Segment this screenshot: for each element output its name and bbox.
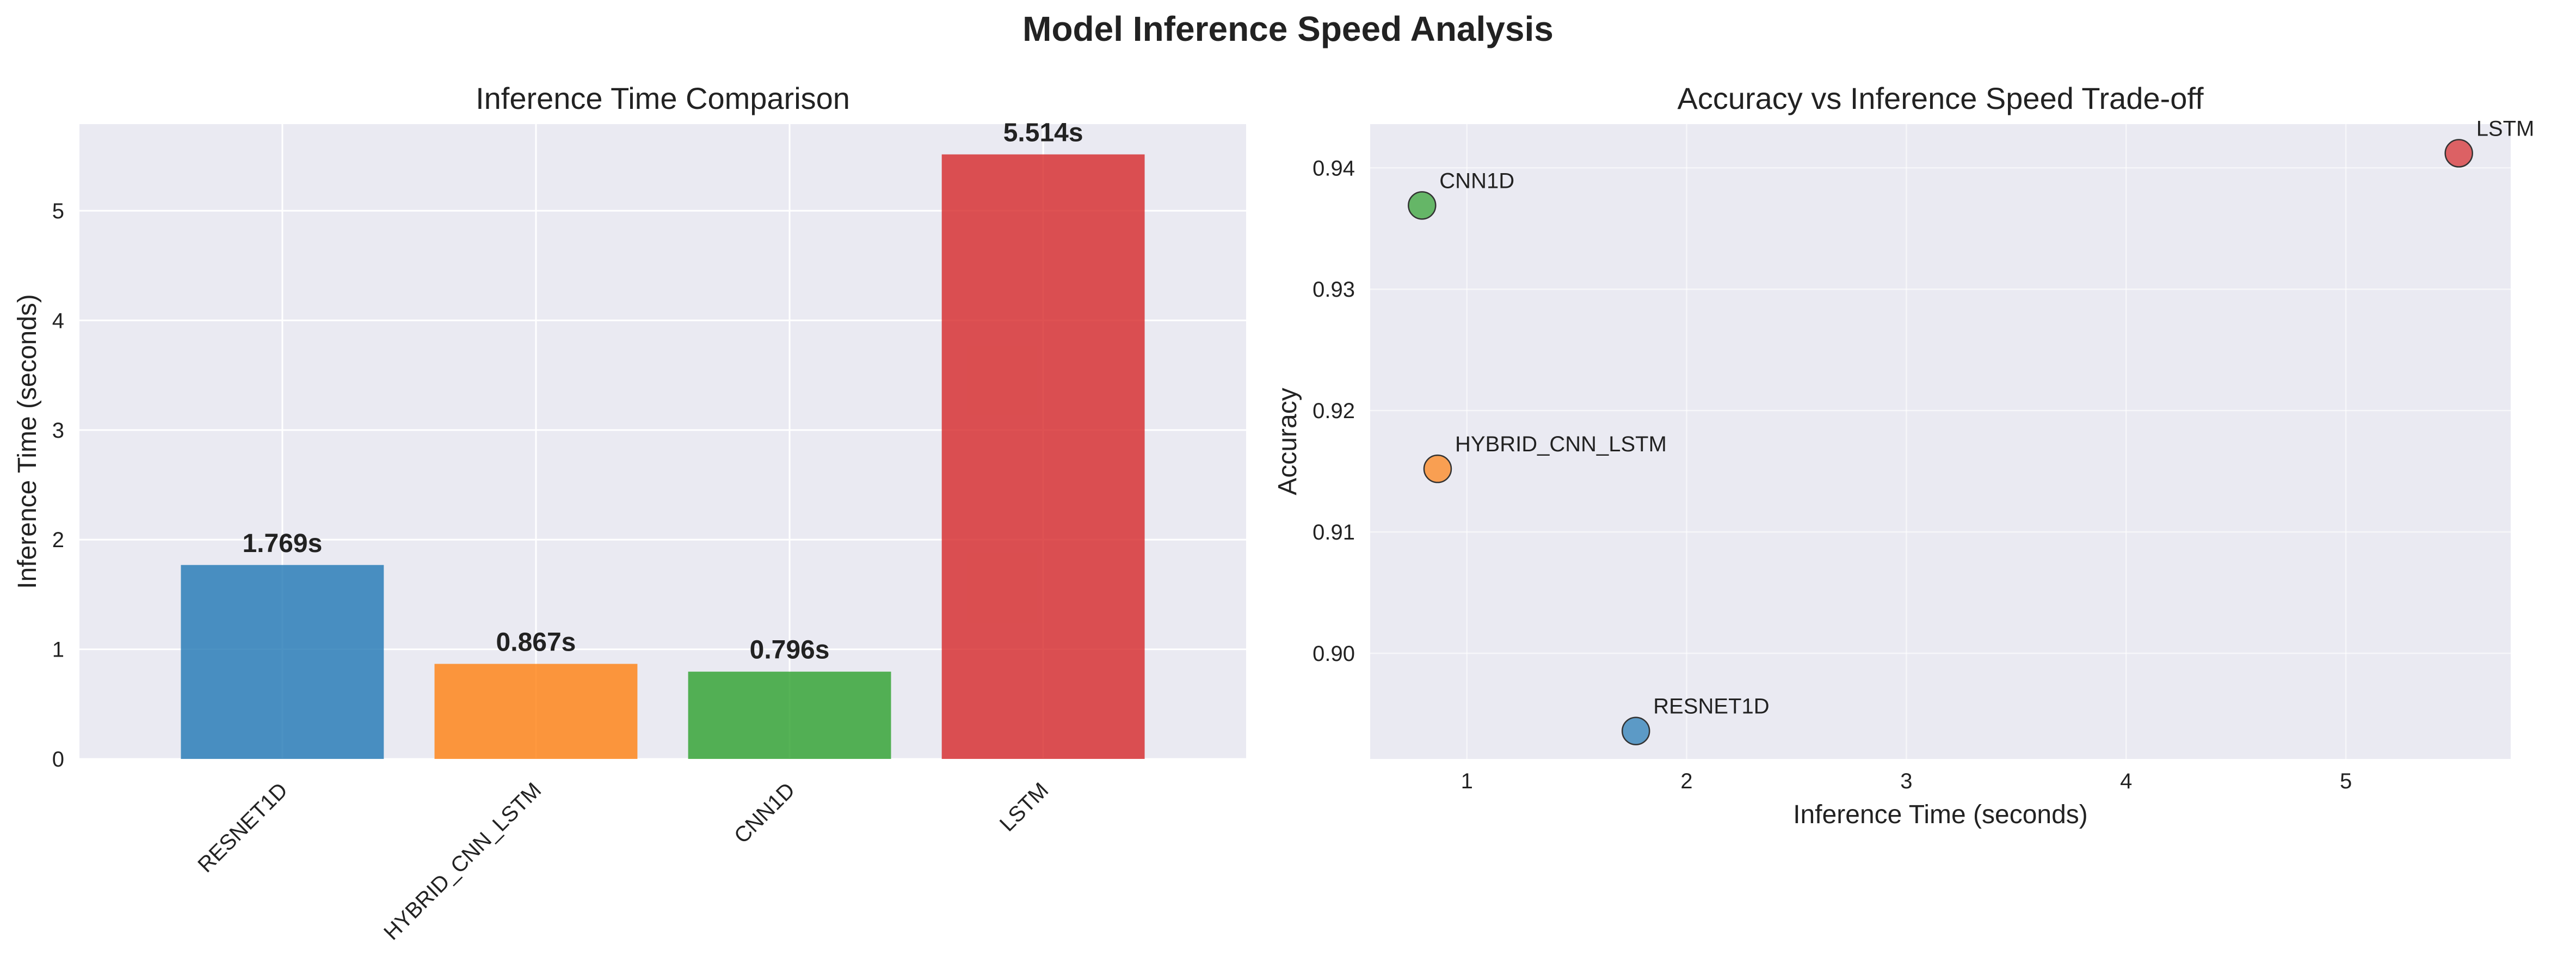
bar-lstm xyxy=(941,154,1145,759)
scatter-point-cnn1d xyxy=(1408,191,1437,220)
scatter-chart-grid xyxy=(1370,124,2511,759)
figure-title: Model Inference Speed Analysis xyxy=(1022,9,1554,48)
bar-chart-bars xyxy=(181,154,1145,759)
bar-data-label-2: 0.796s xyxy=(750,636,830,665)
scatter-chart-y-tick-4: 0.94 xyxy=(1312,156,1355,180)
scatter-chart-y-tick-3: 0.93 xyxy=(1312,278,1355,302)
bar-chart-title: Inference Time Comparison xyxy=(476,81,850,115)
scatter-chart-y-ticks: 0.90 0.91 0.92 0.93 0.94 xyxy=(1312,156,1355,666)
scatter-point-hybrid_cnn_lstm xyxy=(1423,454,1452,483)
bar-hybrid_cnn_lstm xyxy=(434,664,638,759)
scatter-chart-points xyxy=(1408,139,2473,745)
bar-chart-x-tick-0: RESNET1D xyxy=(193,778,292,877)
bar-chart-x-tick-3: LSTM xyxy=(995,778,1053,836)
bar-data-label-3: 5.514s xyxy=(1003,119,1083,148)
scatter-chart-x-tick-1: 2 xyxy=(1680,769,1692,793)
bar-resnet1d xyxy=(181,565,384,759)
bar-chart-y-axis-label: Inference Time (seconds) xyxy=(13,294,42,589)
bar-chart-data-labels: 1.769s 0.867s 0.796s 5.514s xyxy=(242,119,1083,665)
scatter-chart-x-tick-3: 4 xyxy=(2120,769,2132,793)
bar-chart-x-tick-1: HYBRID_CNN_LSTM xyxy=(379,778,546,945)
scatter-chart-x-tick-2: 3 xyxy=(1900,769,1912,793)
bar-chart-y-tick-1: 1 xyxy=(52,638,64,662)
scatter-chart-title: Accuracy vs Inference Speed Trade-off xyxy=(1677,81,2203,115)
bar-chart-y-tick-2: 2 xyxy=(52,528,64,552)
bar-chart-y-ticks: 0 1 2 3 4 5 xyxy=(52,199,64,771)
scatter-chart-x-tick-4: 5 xyxy=(2340,769,2352,793)
scatter-chart-x-axis-label: Inference Time (seconds) xyxy=(1793,800,2088,829)
bar-chart-x-ticks: RESNET1D HYBRID_CNN_LSTM CNN1D LSTM xyxy=(193,778,1053,945)
scatter-chart-x-tick-0: 1 xyxy=(1461,769,1473,793)
bar-chart-y-tick-3: 3 xyxy=(52,419,64,443)
scatter-chart-y-tick-1: 0.91 xyxy=(1312,520,1355,544)
scatter-point-label-2: CNN1D xyxy=(1439,169,1514,193)
scatter-chart-y-tick-2: 0.92 xyxy=(1312,399,1355,423)
bar-cnn1d xyxy=(688,671,891,759)
scatter-point-lstm xyxy=(2444,139,2473,168)
scatter-point-label-1: HYBRID_CNN_LSTM xyxy=(1455,432,1667,456)
bar-chart-y-tick-4: 4 xyxy=(52,309,64,333)
bar-chart-y-tick-5: 5 xyxy=(52,199,64,223)
scatter-point-label-3: LSTM xyxy=(2476,117,2535,141)
bar-data-label-0: 1.769s xyxy=(242,529,322,558)
scatter-chart-y-tick-0: 0.90 xyxy=(1312,642,1355,666)
scatter-point-label-0: RESNET1D xyxy=(1653,695,1769,719)
bar-chart-y-tick-0: 0 xyxy=(52,747,64,771)
bar-data-label-1: 0.867s xyxy=(496,628,576,657)
scatter-chart-y-axis-label: Accuracy xyxy=(1273,388,1302,495)
scatter-chart-point-labels: RESNET1D HYBRID_CNN_LSTM CNN1D LSTM xyxy=(1439,117,2534,719)
scatter-chart-panel: 0.90 0.91 0.92 0.93 0.94 1 2 3 4 5 RESNET1D HYBRI… xyxy=(1273,81,2534,829)
scatter-point-resnet1d xyxy=(1622,716,1650,745)
bar-chart-x-tick-2: CNN1D xyxy=(730,778,800,848)
scatter-chart-x-ticks: 1 2 3 4 5 xyxy=(1461,769,2352,793)
